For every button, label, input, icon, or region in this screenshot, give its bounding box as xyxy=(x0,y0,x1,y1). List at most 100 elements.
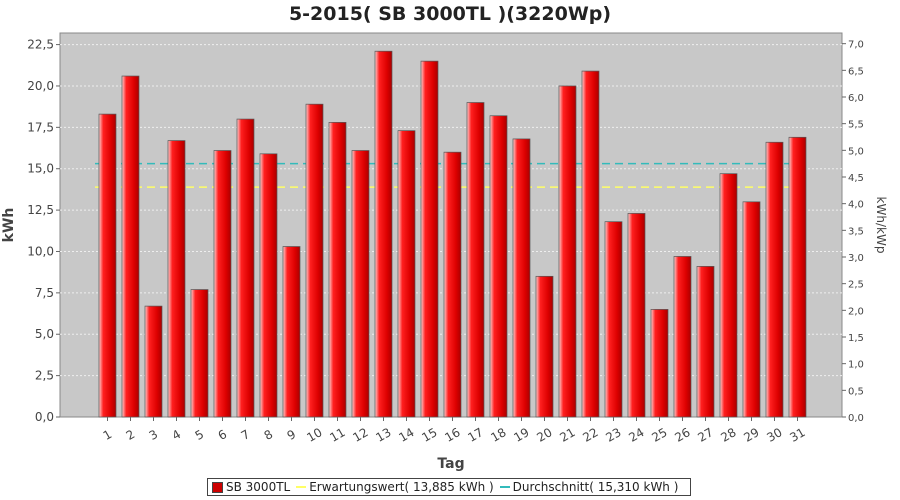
y-right-tick-label: 2,0 xyxy=(848,306,864,317)
y-right-tick-label: 2,5 xyxy=(848,280,864,291)
y-right-tick-label: 7,0 xyxy=(848,40,864,51)
bar xyxy=(604,221,623,418)
x-tick-label: 4 xyxy=(170,427,184,443)
bar xyxy=(420,60,439,418)
x-tick-label: 3 xyxy=(147,427,161,443)
y-right-tick-label: 0,5 xyxy=(848,386,864,397)
y-right-tick-label: 1,0 xyxy=(848,360,864,371)
x-tick-label: 20 xyxy=(534,425,554,445)
y-tick-label: 17,5 xyxy=(27,120,54,134)
bar xyxy=(167,140,186,418)
x-tick-label: 14 xyxy=(396,425,416,445)
y-right-tick-label: 3,5 xyxy=(848,226,864,237)
x-tick-label: 30 xyxy=(764,425,784,445)
bar xyxy=(374,50,393,418)
legend-label-expected: Erwartungswert( 13,885 kWh ) xyxy=(309,480,494,494)
y-right-tick-label: 0,0 xyxy=(848,413,864,424)
chart-title: 5-2015( SB 3000TL )(3220Wp) xyxy=(289,3,611,25)
bar xyxy=(489,115,508,418)
bar xyxy=(282,246,301,418)
bar xyxy=(788,136,807,418)
bar xyxy=(742,201,761,418)
bar xyxy=(466,102,485,418)
y-right-tick-label: 6,5 xyxy=(848,66,864,77)
x-tick-label: 5 xyxy=(193,427,207,443)
bar xyxy=(512,138,531,418)
bar xyxy=(443,151,462,418)
x-tick-label: 8 xyxy=(262,427,276,443)
bar xyxy=(696,266,715,418)
y-tick-label: 22,5 xyxy=(27,38,54,52)
x-tick-label: 29 xyxy=(741,425,761,445)
x-tick-label: 10 xyxy=(304,425,324,445)
y-right-tick-label: 1,5 xyxy=(848,333,864,344)
y-tick-label: 15,0 xyxy=(27,162,54,176)
bar xyxy=(121,75,140,418)
x-tick-label: 22 xyxy=(580,425,600,445)
y-right-tick-label: 6,0 xyxy=(848,93,864,104)
y-right-tick-label: 3,0 xyxy=(848,253,864,264)
bar xyxy=(98,113,117,418)
x-tick-label: 27 xyxy=(695,425,715,445)
x-tick-label: 21 xyxy=(557,425,577,445)
x-tick-label: 2 xyxy=(124,427,138,443)
y-right-tick-label: 4,5 xyxy=(848,173,864,184)
y-axis-right-title: kWh/kWp xyxy=(874,197,888,254)
bar xyxy=(650,309,669,418)
bar xyxy=(673,256,692,418)
x-tick-label: 12 xyxy=(350,425,370,445)
x-tick-label: 28 xyxy=(718,425,738,445)
y-axis-right: 0,0 0,5 1,0 1,5 2,0 2,5 3,0 3,5 4,0 4,5 5,0 5,5 6,0 6… xyxy=(842,40,864,424)
x-tick-label: 19 xyxy=(511,425,531,445)
legend-label-series: SB 3000TL xyxy=(226,480,291,494)
legend-swatch-series xyxy=(212,481,223,493)
bar xyxy=(535,275,554,418)
x-tick-label: 31 xyxy=(787,425,807,445)
legend-label-average: Durchschnitt( 15,310 kWh ) xyxy=(512,480,679,494)
x-tick-label: 23 xyxy=(603,425,623,445)
bar xyxy=(305,103,324,418)
legend-item-expected: Erwartungswert( 13,885 kWh ) xyxy=(296,480,494,494)
legend-swatch-expected xyxy=(296,486,307,488)
x-tick-label: 9 xyxy=(285,427,299,443)
y-right-tick-label: 5,0 xyxy=(848,146,864,157)
legend-item-series: SB 3000TL xyxy=(212,480,290,494)
y-right-tick-label: 5,5 xyxy=(848,120,864,131)
bar xyxy=(144,305,163,418)
x-axis: 1 2 3 4 5 6 7 8 9 10 11 12 13 14 15 16 17 18 19 20 21 22 23 24 2… xyxy=(101,417,808,445)
y-tick-label: 2,5 xyxy=(35,369,54,383)
y-tick-label: 5,0 xyxy=(35,327,54,341)
x-axis-title: Tag xyxy=(437,456,464,472)
bar xyxy=(627,213,646,418)
legend: SB 3000TL Erwartungswert( 13,885 kWh ) D… xyxy=(207,478,691,496)
y-tick-label: 0,0 xyxy=(35,410,54,424)
x-tick-label: 1 xyxy=(101,427,115,443)
bar xyxy=(259,153,278,418)
y-axis-left: 0,0 2,5 5,0 7,5 10,0 12,5 15,0 17,5 20,0 22,5 xyxy=(27,38,60,424)
y-tick-label: 7,5 xyxy=(35,286,54,300)
bar xyxy=(765,141,784,418)
bar xyxy=(719,173,738,418)
x-tick-label: 25 xyxy=(649,425,669,445)
bar xyxy=(397,130,416,418)
legend-item-average: Durchschnitt( 15,310 kWh ) xyxy=(499,480,679,494)
y-right-tick-label: 4,0 xyxy=(848,200,864,211)
x-tick-label: 18 xyxy=(488,425,508,445)
y-tick-label: 12,5 xyxy=(27,203,54,217)
bar xyxy=(351,150,370,418)
bar xyxy=(213,150,232,418)
y-axis-title: kWh xyxy=(1,208,17,243)
y-tick-label: 20,0 xyxy=(27,79,54,93)
x-tick-label: 16 xyxy=(442,425,462,445)
x-tick-label: 7 xyxy=(239,427,253,443)
x-tick-label: 11 xyxy=(327,425,347,445)
bar xyxy=(581,70,600,418)
bar xyxy=(558,85,577,418)
bar xyxy=(328,122,347,418)
x-tick-label: 24 xyxy=(626,425,646,445)
bar xyxy=(236,118,255,418)
bar xyxy=(190,289,209,418)
x-tick-label: 6 xyxy=(216,427,230,443)
bars xyxy=(98,50,807,418)
